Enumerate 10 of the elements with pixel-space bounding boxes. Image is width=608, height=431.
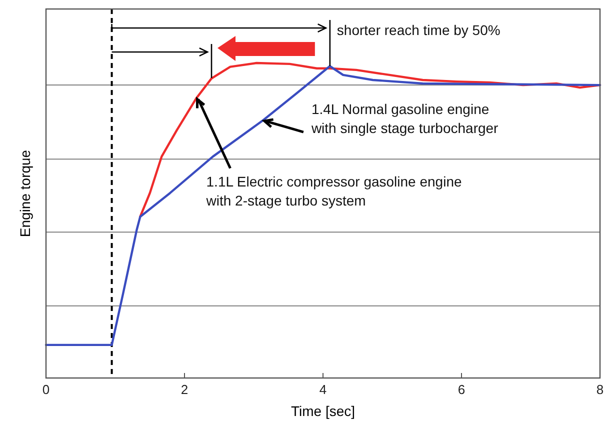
x-tick-label: 4 [319,382,327,397]
x-axis-title: Time [sec] [290,403,356,419]
annotation: 1.4L Normal gasoline engine with single stage turbocharger [310,101,499,136]
x-tick-label: 2 [180,382,188,397]
annotation: 1.1L Electric compressor gasoline engine with 2-stage turbo system [205,173,462,208]
text: shorter reach time by 50% [336,22,500,38]
x-tick-label: 0 [42,382,50,397]
y-axis-title: Engine torque [17,150,33,238]
x-tick-label: 8 [596,382,604,397]
x-tick-label: 6 [458,382,466,397]
